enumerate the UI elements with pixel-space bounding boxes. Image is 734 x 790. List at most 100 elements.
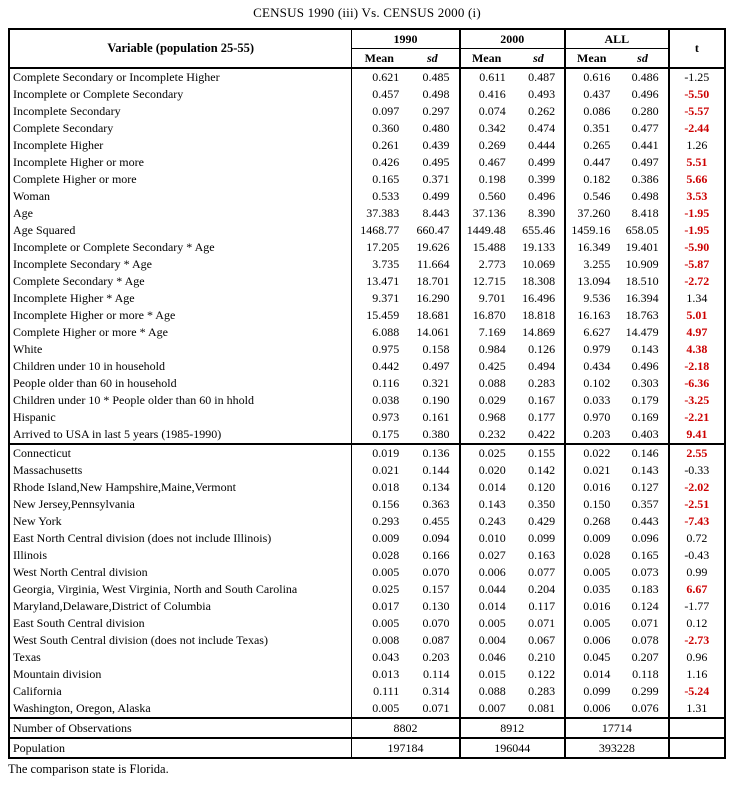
mean-2000: 0.029	[458, 392, 513, 409]
variable-label: Mountain division	[13, 667, 102, 681]
summary-row: Population 197184 196044 393228	[9, 737, 725, 758]
mean-2000: 0.007	[458, 700, 513, 718]
mean-1990: 1468.77	[351, 222, 407, 239]
t-value: 4.97	[667, 324, 725, 341]
mean-1990: 0.111	[351, 683, 407, 700]
sd-2000: 0.499	[528, 155, 556, 169]
mean-all: 0.437	[564, 86, 618, 103]
mean-all: 0.006	[564, 632, 618, 649]
mean-all: 0.016	[564, 598, 618, 615]
sd-1990: 0.314	[422, 684, 450, 698]
table-body: Complete Secondary or Incomplete Higher 0…	[9, 68, 725, 758]
summary-value-1990: 197184	[351, 737, 460, 758]
sd-all: 0.403	[631, 427, 659, 441]
mean-all: 37.260	[564, 205, 618, 222]
mean-2000: 15.488	[458, 239, 513, 256]
t-value: 5.01	[667, 307, 725, 324]
variable-label: Age	[13, 206, 33, 220]
table-row: Incomplete Higher or more * Age 15.459 18.…	[9, 307, 725, 324]
table-row: Georgia, Virginia, West Virginia, North …	[9, 581, 725, 598]
mean-1990: 13.471	[351, 273, 407, 290]
variable-label: Arrived to USA in last 5 years (1985-199…	[13, 427, 222, 441]
mean-1990: 0.261	[351, 137, 407, 154]
sd-1990: 0.070	[422, 565, 450, 579]
variable-column-header: Variable (population 25-55)	[9, 29, 352, 69]
sd-2000: 0.122	[528, 667, 556, 681]
table-row: Complete Secondary 0.360 0.480 0.342 0.474 0.…	[9, 120, 725, 137]
mean-1990: 0.156	[351, 496, 407, 513]
sd-all: 0.071	[631, 616, 659, 630]
variable-label: Woman	[13, 189, 51, 203]
mean-2000: 0.014	[458, 479, 513, 496]
sd-1990: 0.190	[422, 393, 450, 407]
sd-1990: 11.664	[416, 257, 450, 271]
mean-all: 0.182	[564, 171, 618, 188]
mean-all: 0.616	[564, 68, 618, 86]
summary-value-2000: 196044	[458, 737, 566, 758]
t-value: -1.77	[667, 598, 725, 615]
table-row: Connecticut 0.019 0.136 0.025 0.155 0.022 0.14…	[9, 443, 725, 462]
sd-1990: 0.455	[422, 514, 450, 528]
t-value: 1.16	[667, 666, 725, 683]
mean-2000: 0.416	[458, 86, 513, 103]
sd-2000: 0.494	[528, 359, 556, 373]
t-value: 1.31	[667, 700, 725, 718]
mean-2000: 0.611	[458, 68, 513, 86]
sd-2000: 0.067	[528, 633, 556, 647]
mean-all: 16.349	[564, 239, 618, 256]
t-value: -2.73	[667, 632, 725, 649]
sd-all: 0.496	[631, 359, 659, 373]
sd-1990: 14.061	[416, 325, 450, 339]
t-value: -1.95	[667, 205, 725, 222]
t-value: -5.24	[667, 683, 725, 700]
mean-1990: 0.165	[351, 171, 407, 188]
sd-1990: 0.166	[422, 548, 450, 562]
mean-all: 0.970	[564, 409, 618, 426]
sd-1990: 0.134	[422, 480, 450, 494]
table-row: Complete Higher or more 0.165 0.371 0.198 0.…	[9, 171, 725, 188]
sd-all: 8.418	[631, 206, 659, 220]
sd-all: 0.143	[631, 463, 659, 477]
mean-2000: 0.006	[458, 564, 513, 581]
t-value: -5.50	[667, 86, 725, 103]
sd-2000: 655.46	[522, 223, 556, 237]
mean-2000: 0.046	[458, 649, 513, 666]
mean-2000: 0.243	[458, 513, 513, 530]
sd-1990: 0.130	[422, 599, 450, 613]
sd-all: 0.386	[631, 172, 659, 186]
sd-all: 14.479	[625, 325, 659, 339]
variable-label: Incomplete or Complete Secondary	[13, 87, 184, 101]
sd-2000: 0.126	[528, 342, 556, 356]
mean-1990: 0.021	[351, 462, 407, 479]
table-row: West North Central division 0.005 0.070 0.0…	[9, 564, 725, 581]
variable-label: Incomplete Secondary * Age	[13, 257, 152, 271]
table-row: West South Central division (does not in…	[9, 632, 725, 649]
mean-1990: 17.205	[351, 239, 407, 256]
mean-1990: 6.088	[351, 324, 407, 341]
summary-label: Population	[9, 737, 352, 758]
t-value: -2.02	[667, 479, 725, 496]
table-header: Variable (population 25-55) 1990 2000 AL…	[9, 29, 725, 69]
mean-1990: 0.008	[351, 632, 407, 649]
sd-2000: 0.117	[528, 599, 556, 613]
table-row: Woman 0.533 0.499 0.560 0.496 0.546 0.498 3.53	[9, 188, 725, 205]
sd-header-1990: sd	[406, 48, 460, 69]
sd-all: 0.486	[631, 70, 659, 84]
sd-all: 0.498	[631, 189, 659, 203]
mean-all: 0.086	[564, 103, 618, 120]
variable-label: Incomplete or Complete Secondary * Age	[13, 240, 215, 254]
table-row: Incomplete Higher * Age 9.371 16.290 9.701 1…	[9, 290, 725, 307]
sd-2000: 8.390	[528, 206, 556, 220]
sd-all: 0.441	[631, 138, 659, 152]
sd-all: 0.143	[631, 342, 659, 356]
mean-2000: 0.004	[458, 632, 513, 649]
table-row: East South Central division 0.005 0.070 0.0…	[9, 615, 725, 632]
mean-all: 0.016	[564, 479, 618, 496]
sd-header-2000: sd	[512, 48, 566, 69]
mean-1990: 0.013	[351, 666, 407, 683]
sd-1990: 0.087	[422, 633, 450, 647]
table-row: Children under 10 * People older than 60…	[9, 392, 725, 409]
variable-label: Georgia, Virginia, West Virginia, North …	[13, 582, 298, 596]
sd-2000: 0.167	[528, 393, 556, 407]
